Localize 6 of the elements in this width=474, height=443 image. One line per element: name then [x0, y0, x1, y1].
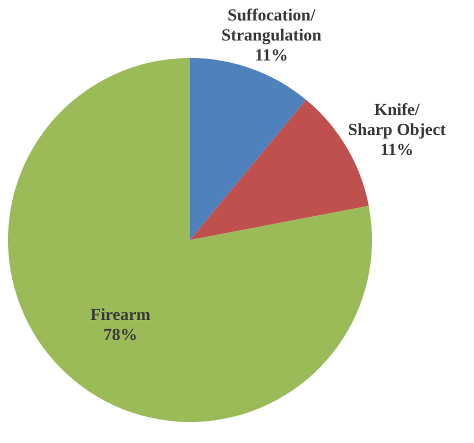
data-label: 11% [380, 140, 414, 159]
slice-label: Firearm [90, 305, 150, 324]
data-label: 11% [254, 45, 288, 64]
slice-label: Suffocation/Strangulation [221, 5, 322, 44]
data-label: 78% [103, 325, 138, 344]
slice-label: Knife/Sharp Object [348, 100, 446, 139]
